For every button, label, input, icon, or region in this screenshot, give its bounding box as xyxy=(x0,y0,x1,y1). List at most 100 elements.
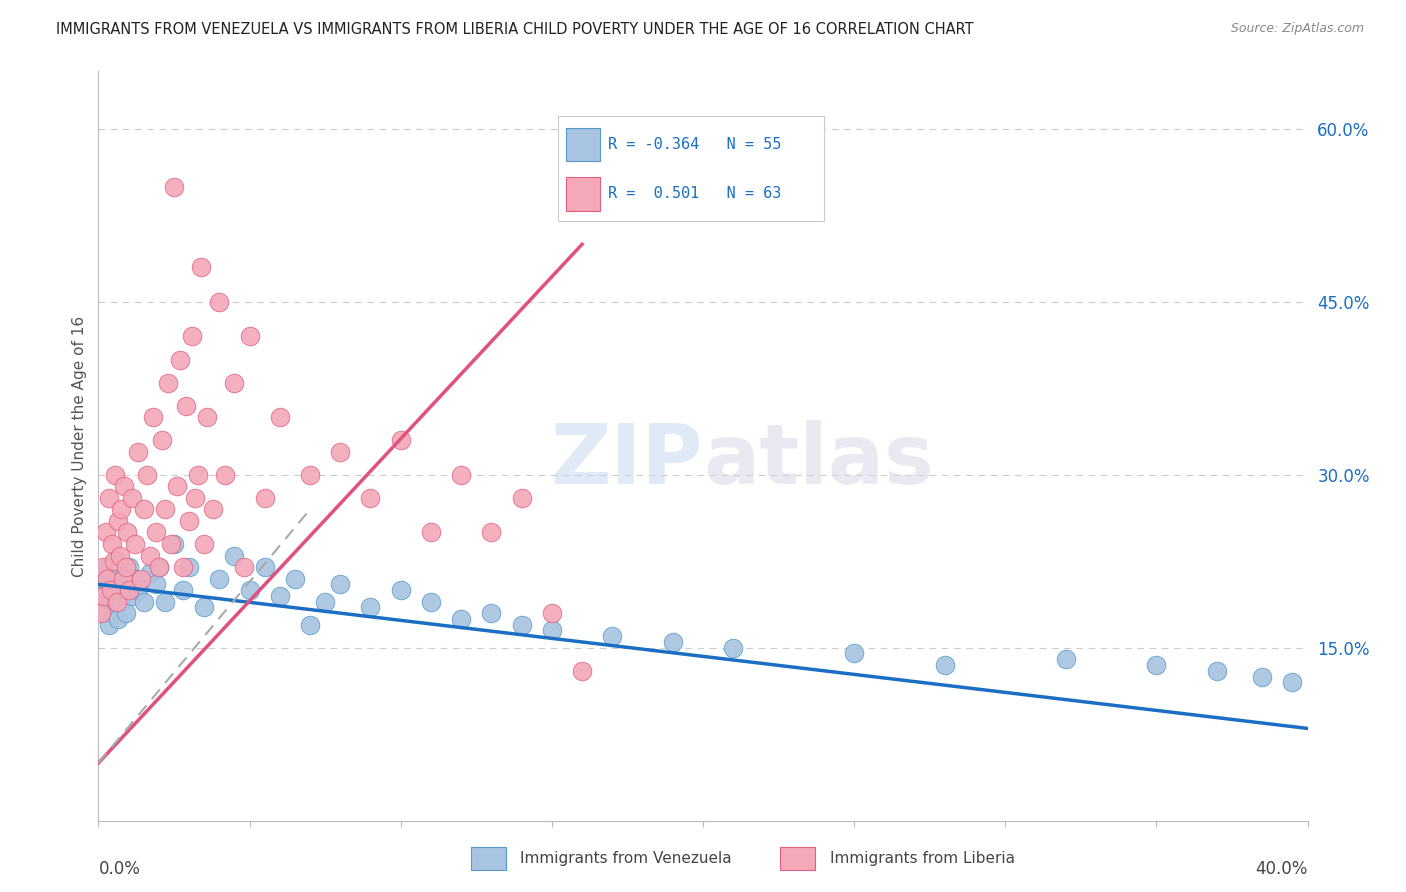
Point xyxy=(181,329,204,343)
Point xyxy=(96,572,118,586)
Point xyxy=(115,525,138,540)
Point xyxy=(135,467,157,482)
Point xyxy=(111,572,134,586)
Point xyxy=(174,399,197,413)
Text: IMMIGRANTS FROM VENEZUELA VS IMMIGRANTS FROM LIBERIA CHILD POVERTY UNDER THE AGE: IMMIGRANTS FROM VENEZUELA VS IMMIGRANTS … xyxy=(56,22,974,37)
Point xyxy=(93,572,115,586)
Point xyxy=(224,376,246,390)
Point xyxy=(329,577,352,591)
Point xyxy=(153,502,176,516)
Point xyxy=(540,624,562,638)
Point xyxy=(571,664,593,678)
Point xyxy=(269,589,291,603)
Point xyxy=(148,560,170,574)
Point xyxy=(232,560,254,574)
Point xyxy=(661,635,683,649)
Point xyxy=(110,502,132,516)
Point xyxy=(142,410,165,425)
Point xyxy=(150,434,173,448)
Point xyxy=(360,491,382,505)
Point xyxy=(124,572,146,586)
Point xyxy=(360,600,382,615)
Point xyxy=(100,583,122,598)
Point xyxy=(101,537,124,551)
Point xyxy=(121,491,143,505)
Point xyxy=(107,514,129,528)
Point xyxy=(844,647,866,661)
Point xyxy=(169,352,191,367)
Point xyxy=(193,537,215,551)
Point xyxy=(163,537,186,551)
Point xyxy=(127,444,149,458)
Point xyxy=(202,502,225,516)
Point xyxy=(132,594,155,608)
Point xyxy=(172,583,194,598)
Point xyxy=(1281,675,1303,690)
Point xyxy=(166,479,188,493)
Point xyxy=(208,572,231,586)
Point xyxy=(98,491,121,505)
Point xyxy=(101,594,124,608)
Text: Source: ZipAtlas.com: Source: ZipAtlas.com xyxy=(1230,22,1364,36)
Point xyxy=(193,600,215,615)
Point xyxy=(94,606,117,620)
Text: atlas: atlas xyxy=(703,420,934,501)
Point xyxy=(156,376,179,390)
Point xyxy=(1146,658,1168,673)
Point xyxy=(329,444,352,458)
Point xyxy=(103,554,125,568)
Point xyxy=(450,612,472,626)
Point xyxy=(90,606,112,620)
Point xyxy=(104,600,127,615)
Point xyxy=(93,589,115,603)
Point xyxy=(540,606,562,620)
Point xyxy=(389,583,412,598)
Point xyxy=(163,179,186,194)
Point xyxy=(110,594,132,608)
Point xyxy=(184,491,207,505)
Point xyxy=(224,549,246,563)
Point xyxy=(450,467,472,482)
Point xyxy=(195,410,218,425)
Point xyxy=(105,554,128,568)
Point xyxy=(112,479,135,493)
Y-axis label: Child Poverty Under the Age of 16: Child Poverty Under the Age of 16 xyxy=(72,316,87,576)
Text: Immigrants from Liberia: Immigrants from Liberia xyxy=(830,851,1015,865)
Text: 0.0%: 0.0% xyxy=(98,860,141,878)
Point xyxy=(114,606,136,620)
Point xyxy=(153,594,176,608)
Text: Immigrants from Venezuela: Immigrants from Venezuela xyxy=(520,851,733,865)
Point xyxy=(90,583,112,598)
Point xyxy=(108,583,131,598)
Point xyxy=(299,617,322,632)
Point xyxy=(239,583,262,598)
Text: ZIP: ZIP xyxy=(551,420,703,501)
Point xyxy=(208,294,231,309)
Point xyxy=(108,549,131,563)
Point xyxy=(127,583,149,598)
Point xyxy=(103,566,125,580)
Point xyxy=(1054,652,1077,666)
Point xyxy=(107,612,129,626)
Point xyxy=(179,560,201,574)
Point xyxy=(160,537,183,551)
Point xyxy=(481,606,503,620)
Point xyxy=(118,583,141,598)
Point xyxy=(179,514,201,528)
Point xyxy=(114,560,136,574)
Point xyxy=(129,572,152,586)
Point xyxy=(510,491,533,505)
Point xyxy=(145,577,167,591)
Point xyxy=(104,467,127,482)
Point xyxy=(269,410,291,425)
Point xyxy=(190,260,212,275)
Point xyxy=(100,577,122,591)
Point xyxy=(723,640,745,655)
Point xyxy=(284,572,307,586)
Point xyxy=(94,525,117,540)
Point xyxy=(145,525,167,540)
Point xyxy=(214,467,236,482)
Text: 40.0%: 40.0% xyxy=(1256,860,1308,878)
Point xyxy=(124,537,146,551)
Point xyxy=(111,572,134,586)
